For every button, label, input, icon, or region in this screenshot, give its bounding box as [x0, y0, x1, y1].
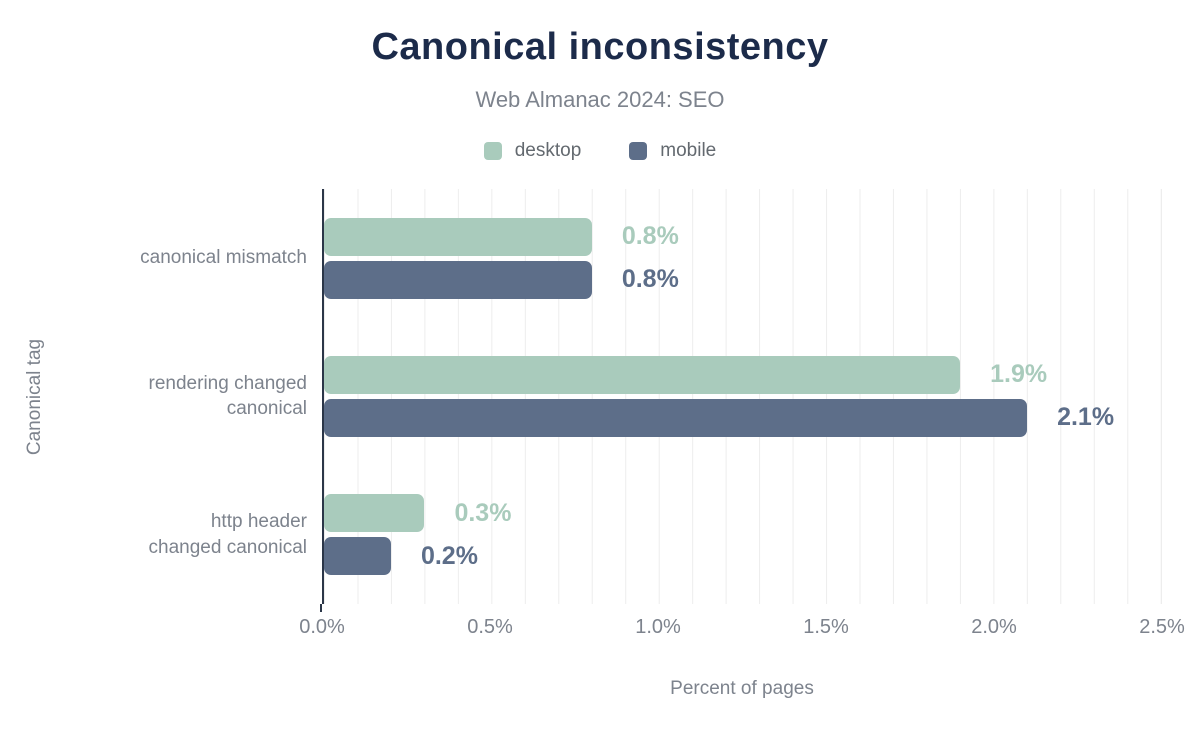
bar-row: 0.8% — [324, 260, 1161, 299]
legend-label-mobile: mobile — [660, 140, 717, 161]
legend-label-desktop: desktop — [514, 140, 582, 161]
legend-item-mobile[interactable]: mobile — [629, 140, 716, 162]
mobile-swatch-icon — [629, 142, 648, 160]
bar-row: 0.3% — [324, 494, 1161, 533]
x-tick: 0.0% — [299, 616, 345, 638]
bar-value-mobile: 0.2% — [420, 541, 478, 570]
x-tick: 2.5% — [1139, 616, 1185, 638]
bar-group-http-header-changed-canonical: 0.3% 0.2% — [324, 466, 1161, 604]
bar-value-mobile: 2.1% — [1057, 403, 1115, 432]
bar-group-canonical-mismatch: 0.8% 0.8% — [324, 189, 1161, 327]
category-labels: canonical mismatch rendering changed can… — [70, 189, 322, 604]
chart-area: Canonical tag canonical mismatch renderi… — [0, 189, 1200, 700]
y-axis-title-text: Canonical tag — [24, 338, 46, 455]
y-axis-title: Canonical tag — [0, 189, 70, 604]
legend: desktop mobile — [0, 139, 1200, 163]
bar-desktop[interactable] — [324, 355, 961, 394]
bar-mobile[interactable] — [324, 537, 391, 576]
x-axis-title: Percent of pages — [670, 678, 814, 699]
bar-value-desktop: 1.9% — [990, 360, 1048, 389]
bar-desktop[interactable] — [324, 217, 592, 256]
bar-value-desktop: 0.3% — [454, 498, 512, 527]
category-label: rendering changed canonical — [148, 372, 307, 420]
x-tick: 1.0% — [635, 616, 681, 638]
chart-title: Canonical inconsistency — [371, 26, 829, 68]
desktop-swatch-icon — [483, 142, 502, 160]
bar-mobile[interactable] — [324, 398, 1028, 437]
x-tick: 1.5% — [803, 616, 849, 638]
x-tick: 0.5% — [467, 616, 513, 638]
bar-row: 1.9% — [324, 355, 1161, 394]
bar-mobile[interactable] — [324, 260, 592, 299]
bar-row: 0.8% — [324, 217, 1161, 256]
bar-value-mobile: 0.8% — [621, 265, 679, 294]
x-axis-ticks: 0.0% 0.5% 1.0% 1.5% 2.5% 2.0% — [299, 604, 1185, 646]
category-label: canonical mismatch — [140, 247, 307, 269]
bar-desktop[interactable] — [324, 494, 425, 533]
plot-wrapper: 0.8% 0.8% 1.9% 2.1% — [299, 189, 1185, 700]
chart-subtitle: Web Almanac 2024: SEO — [475, 87, 725, 112]
bar-row: 0.2% — [324, 537, 1161, 576]
x-tick: 2.0% — [971, 616, 1017, 638]
plot-area: 0.8% 0.8% 1.9% 2.1% — [322, 189, 1162, 604]
legend-item-desktop[interactable]: desktop — [483, 140, 582, 162]
category-label: http header changed canonical — [148, 511, 307, 558]
bar-value-desktop: 0.8% — [621, 222, 679, 251]
bar-row: 2.1% — [324, 398, 1161, 437]
bar-group-rendering-changed-canonical: 1.9% 2.1% — [324, 327, 1161, 465]
